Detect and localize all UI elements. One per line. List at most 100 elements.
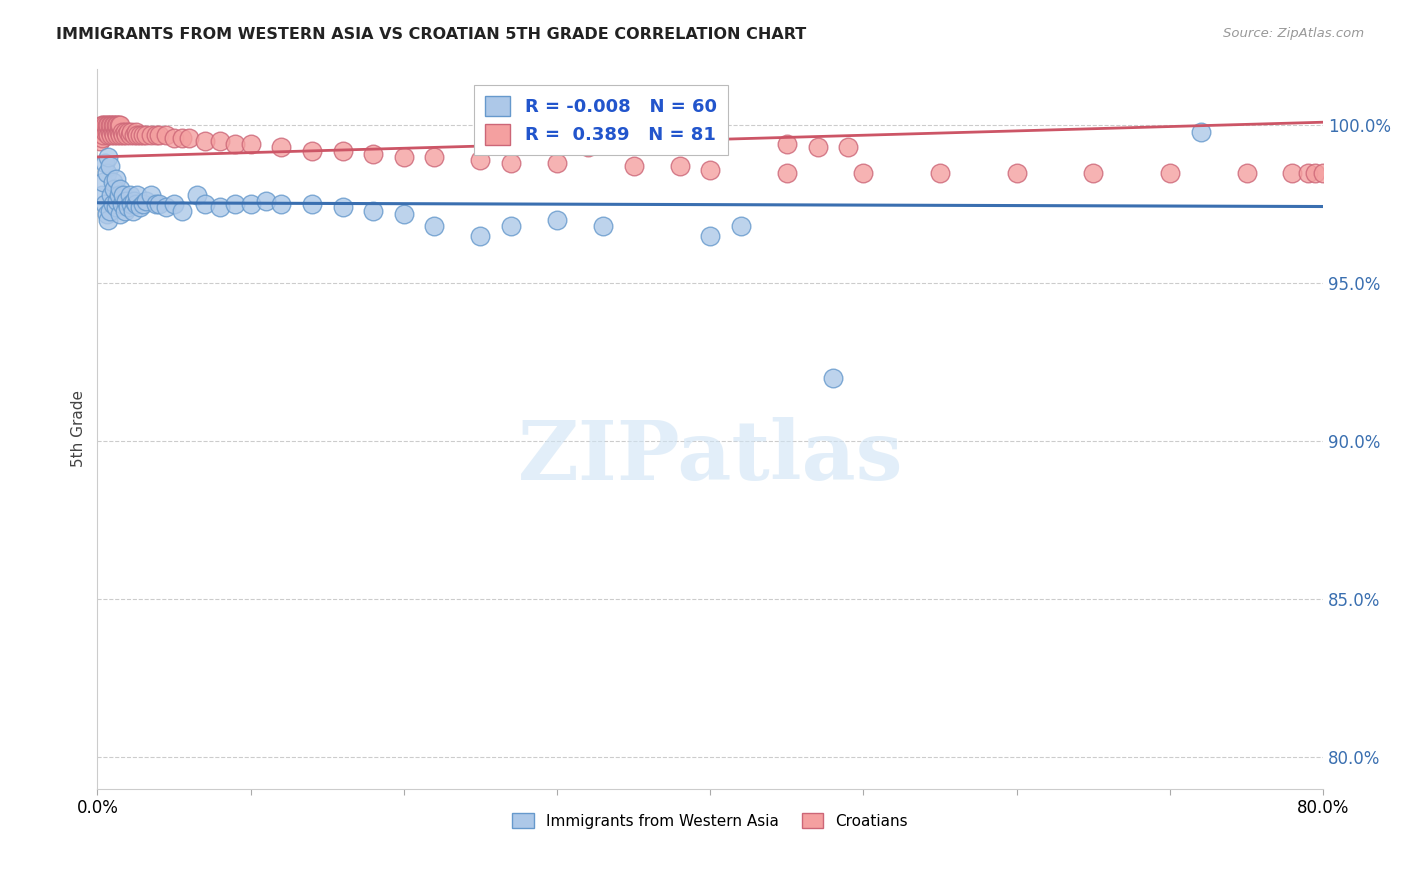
- Point: [239, 137, 262, 152]
- Point: [148, 197, 170, 211]
- Point: [96, 119, 118, 133]
- Point: [101, 125, 124, 139]
- Point: [104, 201, 127, 215]
- Point: [668, 160, 690, 174]
- Point: [129, 201, 152, 215]
- Point: [270, 197, 292, 211]
- Point: [139, 187, 162, 202]
- Point: [361, 203, 384, 218]
- Point: [117, 201, 139, 215]
- Point: [423, 150, 446, 164]
- Point: [110, 181, 132, 195]
- Point: [163, 131, 186, 145]
- Point: [93, 119, 115, 133]
- Point: [145, 128, 167, 142]
- Point: [91, 119, 114, 133]
- Point: [332, 201, 354, 215]
- Point: [592, 137, 614, 152]
- Point: [163, 197, 186, 211]
- Point: [145, 197, 167, 211]
- Point: [170, 203, 193, 218]
- Point: [105, 128, 128, 142]
- Point: [208, 201, 231, 215]
- Point: [122, 128, 145, 142]
- Point: [124, 125, 146, 139]
- Point: [120, 197, 142, 211]
- Point: [110, 119, 132, 133]
- Point: [105, 119, 128, 133]
- Point: [392, 207, 415, 221]
- Point: [107, 187, 129, 202]
- Point: [120, 125, 142, 139]
- Point: [301, 144, 323, 158]
- Point: [470, 153, 492, 167]
- Point: [837, 140, 859, 154]
- Point: [97, 119, 120, 133]
- Point: [98, 125, 121, 139]
- Point: [93, 128, 115, 142]
- Point: [96, 207, 118, 221]
- Point: [112, 128, 135, 142]
- Point: [110, 207, 132, 221]
- Point: [470, 228, 492, 243]
- Point: [208, 134, 231, 148]
- Point: [111, 125, 134, 139]
- Point: [929, 166, 952, 180]
- Point: [730, 219, 752, 234]
- Point: [806, 140, 828, 154]
- Point: [94, 119, 117, 133]
- Point: [118, 128, 141, 142]
- Point: [114, 203, 136, 218]
- Point: [94, 125, 117, 139]
- Point: [592, 219, 614, 234]
- Point: [186, 187, 208, 202]
- Point: [100, 128, 122, 142]
- Point: [100, 187, 122, 202]
- Point: [1312, 166, 1334, 180]
- Point: [179, 131, 201, 145]
- Point: [554, 134, 576, 148]
- Point: [94, 197, 117, 211]
- Point: [1083, 166, 1105, 180]
- Point: [776, 137, 799, 152]
- Point: [139, 128, 162, 142]
- Point: [122, 194, 145, 209]
- Point: [224, 137, 246, 152]
- Point: [132, 128, 155, 142]
- Point: [1005, 166, 1028, 180]
- Point: [270, 140, 292, 154]
- Point: [118, 187, 141, 202]
- Point: [239, 197, 262, 211]
- Point: [104, 172, 127, 186]
- Point: [423, 219, 446, 234]
- Point: [852, 166, 875, 180]
- Point: [93, 175, 115, 189]
- Point: [546, 213, 568, 227]
- Point: [1296, 166, 1319, 180]
- Point: [115, 194, 138, 209]
- Point: [89, 134, 111, 148]
- Point: [101, 175, 124, 189]
- Point: [98, 160, 121, 174]
- Point: [499, 219, 522, 234]
- Point: [127, 187, 149, 202]
- Point: [361, 146, 384, 161]
- Point: [576, 140, 599, 154]
- Point: [699, 228, 721, 243]
- Point: [103, 181, 125, 195]
- Point: [94, 156, 117, 170]
- Point: [170, 131, 193, 145]
- Point: [97, 128, 120, 142]
- Point: [115, 128, 138, 142]
- Point: [104, 125, 127, 139]
- Point: [91, 131, 114, 145]
- Point: [111, 197, 134, 211]
- Point: [194, 134, 217, 148]
- Point: [105, 194, 128, 209]
- Text: IMMIGRANTS FROM WESTERN ASIA VS CROATIAN 5TH GRADE CORRELATION CHART: IMMIGRANTS FROM WESTERN ASIA VS CROATIAN…: [56, 27, 807, 42]
- Y-axis label: 5th Grade: 5th Grade: [72, 390, 86, 467]
- Point: [155, 201, 177, 215]
- Point: [91, 187, 114, 202]
- Point: [623, 160, 645, 174]
- Point: [546, 156, 568, 170]
